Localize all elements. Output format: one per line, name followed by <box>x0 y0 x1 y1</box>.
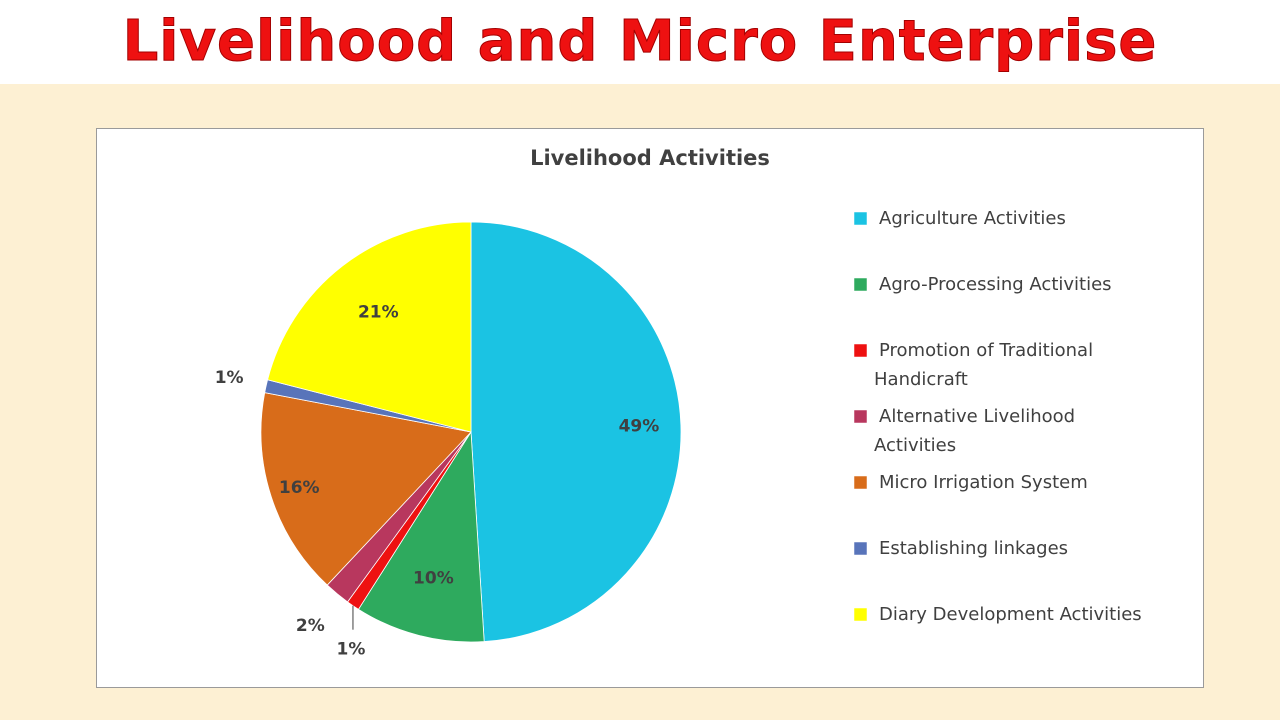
chart-title: Livelihood Activities <box>530 146 770 170</box>
slide-title: Livelihood and Micro Enterprise <box>122 9 1158 75</box>
legend-swatch <box>853 277 868 292</box>
pie-slice-diary-development-activities <box>267 221 472 433</box>
legend-swatch <box>853 475 868 490</box>
legend-item-alternative-livelihood-activities: Alternative Livelihood Activities <box>853 406 1075 456</box>
data-label-promotion-of-traditional-handicraft: 1% <box>337 640 366 660</box>
legend-label: Establishing linkages <box>879 538 1068 559</box>
legend-item-establishing-linkages: Establishing linkages <box>853 538 1068 559</box>
pie-slice-agriculture-activities <box>470 221 682 643</box>
legend-swatch <box>853 343 868 358</box>
slide-header: Livelihood and Micro Enterprise <box>0 0 1280 84</box>
legend-label: Promotion of Traditional Handicraft <box>874 340 1093 390</box>
pie-chart: Livelihood Activities 49% 10% 1% 2% 16% 1% 21%… <box>215 146 1142 660</box>
pie-slice-micro-irrigation-system <box>260 392 472 586</box>
legend-label: Micro Irrigation System <box>879 472 1088 493</box>
legend-label: Agriculture Activities <box>879 208 1066 229</box>
data-label-establishing-linkages: 1% <box>215 368 244 388</box>
legend-item-agriculture-activities: Agriculture Activities <box>853 208 1066 229</box>
legend-item-micro-irrigation-system: Micro Irrigation System <box>853 472 1088 493</box>
legend-item-agro-processing-activities: Agro-Processing Activities <box>853 274 1112 295</box>
legend-swatch <box>853 541 868 556</box>
legend-item-diary-development-activities: Diary Development Activities <box>853 604 1142 625</box>
pie-slice-agro-processing-activities <box>357 430 485 643</box>
chart-frame: Livelihood Activities 49% 10% 1% 2% 16% 1% 21%… <box>96 128 1204 688</box>
data-label-agro-processing-activities: 10% <box>413 568 454 588</box>
pie-data-labels: 49% 10% 1% 2% 16% 1% 21% <box>215 303 660 660</box>
legend-label: Diary Development Activities <box>879 604 1142 625</box>
data-label-diary-development-activities: 21% <box>358 303 399 323</box>
data-label-alternative-livelihood-activities: 2% <box>296 616 325 636</box>
data-label-agriculture-activities: 49% <box>619 417 660 437</box>
data-label-micro-irrigation-system: 16% <box>279 478 320 498</box>
chart-legend: Agriculture Activities Agro-Processing Ac… <box>853 208 1142 625</box>
legend-swatch <box>853 211 868 226</box>
legend-swatch <box>853 607 868 622</box>
legend-label: Agro-Processing Activities <box>879 274 1112 295</box>
pie-slices <box>260 221 682 643</box>
legend-item-promotion-of-traditional-handicraft: Promotion of Traditional Handicraft <box>853 340 1093 390</box>
legend-swatch <box>853 409 868 424</box>
legend-label: Alternative Livelihood Activities <box>874 406 1075 456</box>
